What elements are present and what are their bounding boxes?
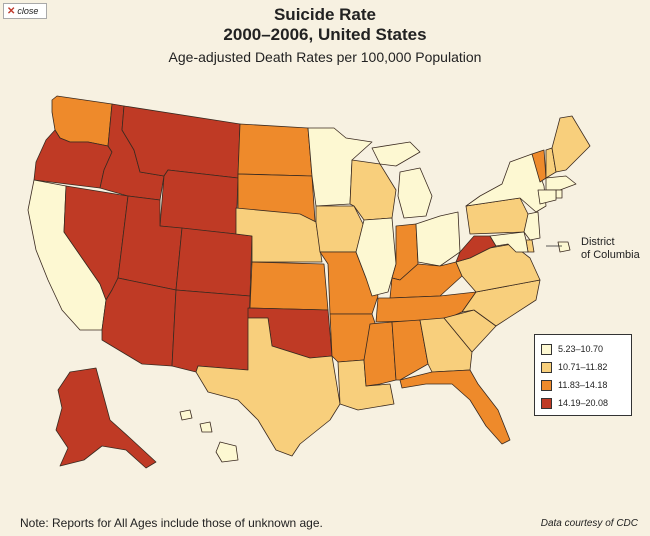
- state-mi: [371, 141, 433, 219]
- state-nd: [237, 123, 313, 177]
- legend-swatch: [541, 343, 552, 355]
- state-ia: [315, 205, 365, 253]
- legend-label: 10.71–11.82: [558, 362, 608, 372]
- state-nj: [523, 211, 541, 241]
- legend-item: 14.19–20.08: [541, 394, 625, 412]
- legend-label: 11.83–14.18: [558, 380, 608, 390]
- state-dc: [557, 241, 571, 253]
- state-ct: [537, 189, 557, 205]
- state-fl: [399, 369, 511, 445]
- state-az: [101, 277, 177, 367]
- dc-label-line1: District: [581, 236, 615, 248]
- legend-item: 10.71–11.82: [541, 358, 625, 376]
- map-title-years: 2000–2006, United States: [223, 25, 427, 44]
- map-title: Suicide Rate: [273, 5, 377, 24]
- state-tx: [195, 317, 341, 457]
- state-wy: [159, 169, 239, 235]
- dc-label-line2: of Columbia: [581, 249, 640, 261]
- legend-swatch: [541, 361, 552, 373]
- state-nm: [171, 289, 251, 373]
- legend-swatch: [541, 397, 552, 409]
- dc-label: District of Columbia: [581, 236, 640, 262]
- state-oh: [415, 211, 461, 267]
- state-hi: [179, 409, 239, 463]
- footnote: Note: Reports for All Ages include those…: [20, 516, 323, 530]
- state-ks: [249, 261, 329, 311]
- state-co: [175, 227, 253, 297]
- state-il: [355, 217, 397, 297]
- data-credit: Data courtesy of CDC: [540, 518, 638, 529]
- state-md: [489, 231, 529, 253]
- legend-item: 11.83–14.18: [541, 376, 625, 394]
- state-ma: [545, 175, 577, 191]
- x-icon: ✕: [7, 5, 16, 17]
- legend-swatch: [541, 379, 552, 391]
- close-label: close: [17, 6, 39, 16]
- close-button[interactable]: ✕ close: [3, 3, 47, 19]
- state-ak: [55, 367, 157, 469]
- state-ri: [555, 189, 563, 199]
- map-subtitle: Age-adjusted Death Rates per 100,000 Pop…: [168, 49, 482, 65]
- state-ms: [363, 321, 397, 387]
- legend-item: 5.23–10.70: [541, 340, 625, 358]
- state-me: [551, 115, 591, 173]
- state-wv: [455, 235, 497, 263]
- state-ne: [235, 207, 323, 263]
- state-mt: [121, 105, 241, 179]
- legend: 5.23–10.70 10.71–11.82 11.83–14.18 14.19…: [534, 334, 632, 416]
- legend-label: 5.23–10.70: [558, 344, 604, 354]
- legend-label: 14.19–20.08: [558, 398, 609, 408]
